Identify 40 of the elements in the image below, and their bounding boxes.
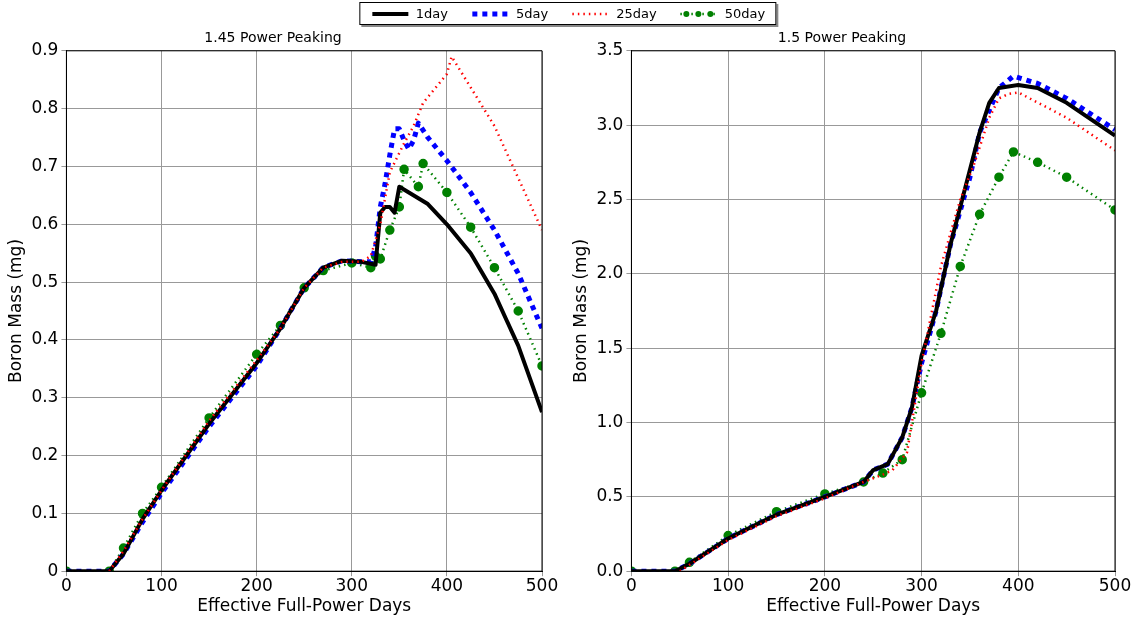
x-tick-label: 200 <box>808 574 842 595</box>
y-tick-label: 0.1 <box>31 501 59 522</box>
x-tick-label: 0 <box>626 574 637 595</box>
chart-title: 1.5 Power Peaking <box>777 29 907 46</box>
legend-label: 50day <box>724 6 766 21</box>
y-tick-label: 2.5 <box>596 187 624 208</box>
legend-label: 1day <box>415 6 449 21</box>
x-tick-label: 500 <box>1098 574 1132 595</box>
y-tick-label: 0.2 <box>31 443 59 464</box>
x-tick-label: 100 <box>711 574 745 595</box>
x-tick-label: 0 <box>61 574 72 595</box>
y-tick-label: 0.9 <box>31 39 59 60</box>
y-tick-label: 0.3 <box>31 386 59 407</box>
x-tick-label: 500 <box>525 574 559 595</box>
x-tick-label: 300 <box>905 574 938 595</box>
y-tick-label: 0.8 <box>31 97 59 118</box>
legend-label: 25day <box>616 6 657 21</box>
y-tick-label: 0.0 <box>596 559 624 580</box>
y-tick-label: 1.0 <box>596 410 624 431</box>
x-tick-label: 400 <box>430 574 464 595</box>
y-tick-label: 0.4 <box>31 328 59 349</box>
x-axis-title: Effective Full-Power Days <box>197 595 412 616</box>
x-tick-label: 300 <box>335 574 368 595</box>
y-tick-label: 1.5 <box>596 336 624 357</box>
y-tick-label: 0.5 <box>596 485 624 506</box>
y-tick-label: 0.7 <box>31 154 59 175</box>
y-axis-title: Boron Mass (mg) <box>569 238 590 384</box>
x-tick-label: 400 <box>1002 574 1035 595</box>
chart-title: 1.45 Power Peaking <box>204 29 342 46</box>
x-tick-label: 100 <box>145 574 178 595</box>
x-tick-label: 200 <box>240 574 273 595</box>
y-tick-label: 0 <box>47 559 59 580</box>
y-tick-label: 3.5 <box>596 39 624 60</box>
y-tick-label: 0.6 <box>31 212 59 233</box>
y-tick-label: 0.5 <box>31 270 59 291</box>
x-axis-title: Effective Full-Power Days <box>766 595 981 616</box>
y-tick-label: 3.0 <box>596 113 624 134</box>
y-axis-title: Boron Mass (mg) <box>4 238 25 384</box>
legend-label: 5day <box>516 6 549 21</box>
y-tick-label: 2.0 <box>596 262 624 283</box>
